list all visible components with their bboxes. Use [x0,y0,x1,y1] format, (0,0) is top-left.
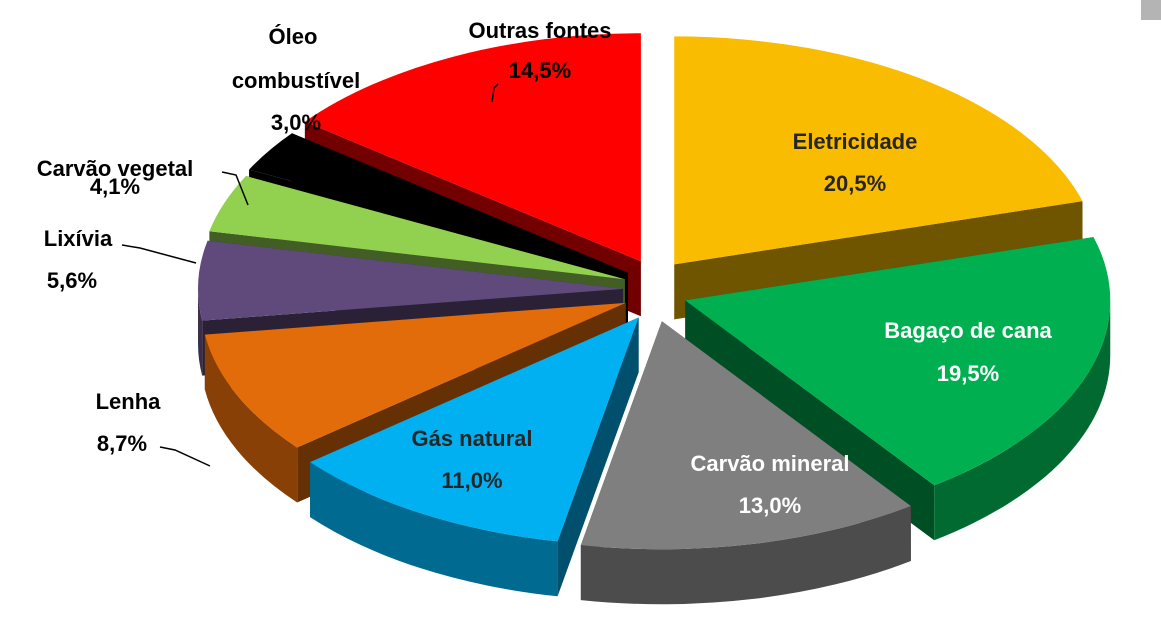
slice-outer-wall [580,506,911,605]
slice-tops [198,33,1111,550]
slice-label: Carvão mineral [691,451,850,476]
slice-label: Gás natural [411,426,532,451]
slice-label: Outras fontes [468,18,611,43]
slice-label: Lixívia [44,226,113,251]
slice [209,176,625,280]
slice-outer-wall [934,300,1111,541]
corner-box [1141,0,1161,20]
slice [674,36,1083,265]
slice-label: Eletricidade [793,129,918,154]
slice-label: Óleo combustível [232,24,360,93]
slice-value-label: 8,7% [97,431,147,456]
slice [685,237,1111,486]
slice [580,321,911,550]
leader-line [121,244,197,264]
slice-label: Carvão vegetal [37,156,194,181]
slice [304,33,641,262]
leader-line [491,83,499,103]
slice [249,133,628,273]
slice-value-label: 3,0% [271,110,321,135]
slice-radial-wall [557,317,639,597]
slice-label: Bagaço de cana [884,318,1052,343]
slice-label-line: combustível [232,68,360,93]
slice-outer-wall [198,288,203,376]
slice-value-label: 5,6% [47,268,97,293]
slice-label: Lenha [96,389,162,414]
slice-value-label: 11,0% [441,468,502,493]
leader-line [159,446,211,467]
slice-value-label: 4,1% [90,174,140,199]
slice-value-label: 13,0% [739,493,801,518]
slice-value-label: 20,5% [824,171,886,196]
slice-value-label: 14,5% [509,58,571,83]
slice-outer-wall [310,462,558,597]
slice-label-line: Óleo [268,24,323,49]
slice [198,240,624,321]
leader-line [291,139,307,165]
slice [310,317,639,542]
leader-line [221,171,249,206]
slice-outer-wall [204,334,298,503]
slice-value-label: 19,5% [937,361,999,386]
slice [204,302,626,448]
